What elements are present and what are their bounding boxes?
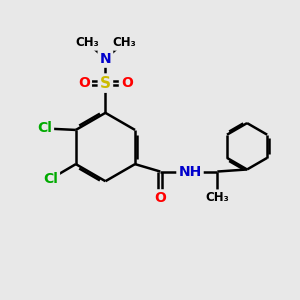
Text: Cl: Cl xyxy=(43,172,58,186)
Text: Cl: Cl xyxy=(37,122,52,136)
Text: NH: NH xyxy=(178,164,202,178)
Text: S: S xyxy=(100,76,111,91)
Text: CH₃: CH₃ xyxy=(112,36,136,49)
Text: O: O xyxy=(121,76,133,90)
Text: CH₃: CH₃ xyxy=(206,191,229,204)
Text: CH₃: CH₃ xyxy=(75,36,99,49)
Text: O: O xyxy=(154,191,166,205)
Text: N: N xyxy=(100,52,111,66)
Text: O: O xyxy=(78,76,90,90)
